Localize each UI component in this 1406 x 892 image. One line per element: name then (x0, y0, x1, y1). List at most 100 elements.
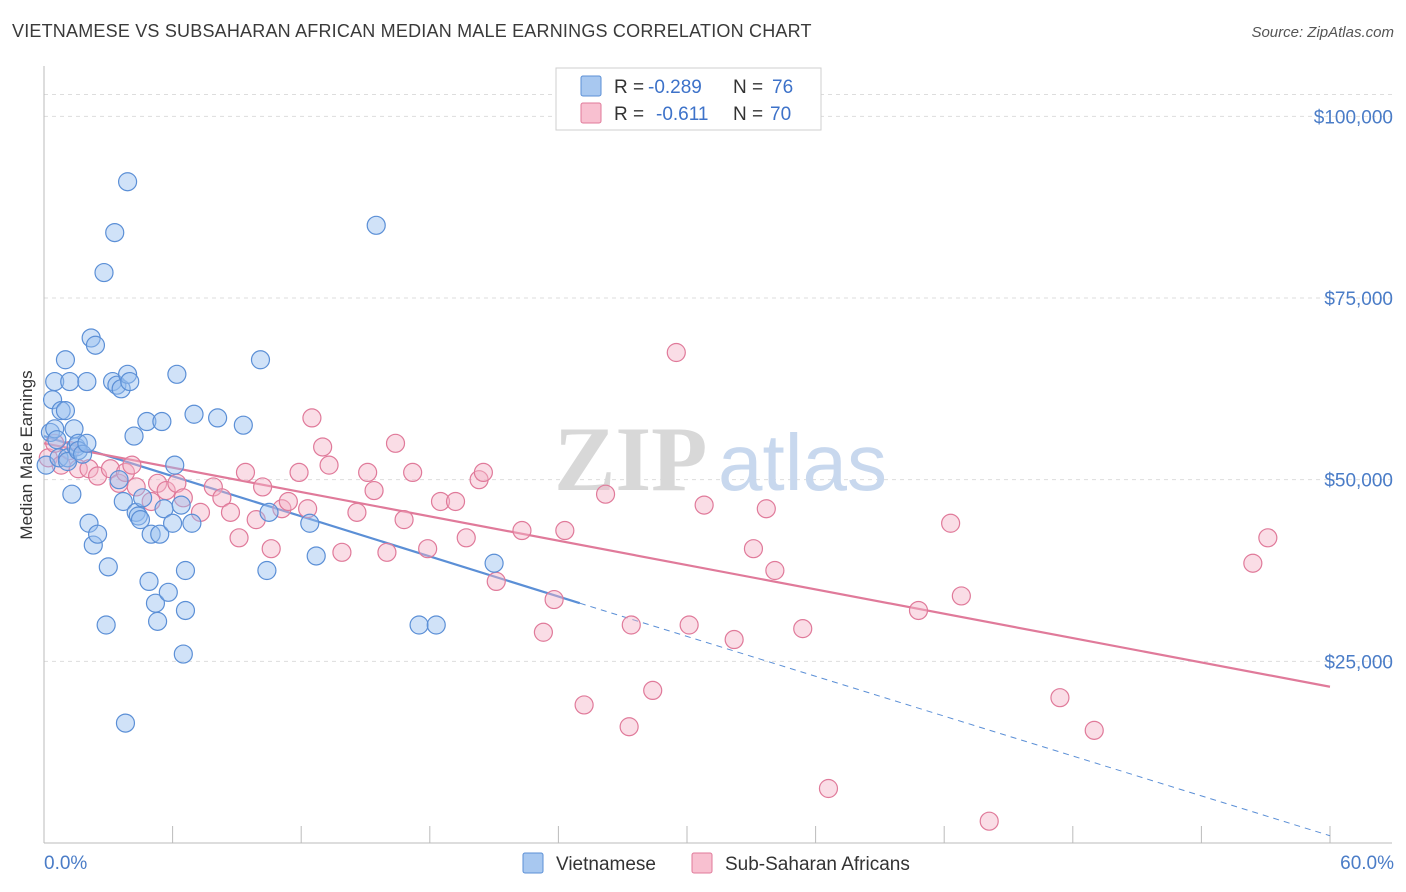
data-point (124, 426, 144, 446)
data-point (62, 484, 82, 504)
series-legend-swatch-subsaharan (691, 852, 713, 874)
data-point (45, 371, 65, 392)
data-point (313, 437, 333, 457)
data-point (358, 462, 378, 482)
data-point (132, 488, 153, 508)
data-point (158, 582, 178, 602)
grid-lines (44, 94, 1392, 662)
legend-r-label-1: R = (614, 77, 644, 98)
data-point (117, 364, 138, 384)
data-point (418, 539, 438, 559)
data-point (473, 462, 493, 482)
legend-n-label-1: N = (733, 77, 763, 98)
legend-n-value-2: 70 (770, 104, 791, 125)
data-point (1050, 688, 1070, 708)
data-point (1243, 553, 1263, 573)
series-legend-label-vietnamese: Vietnamese (556, 854, 656, 875)
data-point (152, 411, 172, 432)
data-point (126, 477, 146, 497)
trend-lines (43, 435, 1331, 837)
series-legend-swatch-vietnamese (522, 852, 544, 874)
data-point (394, 510, 414, 530)
data-point (77, 433, 97, 453)
data-point (272, 499, 292, 519)
data-point (300, 513, 320, 533)
source-label: Source: ZipAtlas.com (1251, 24, 1394, 41)
data-point (167, 364, 187, 384)
data-point (278, 491, 298, 512)
data-point (430, 491, 451, 512)
axes (43, 66, 1392, 844)
data-point (109, 470, 129, 490)
data-point (130, 510, 151, 530)
data-point (208, 408, 228, 428)
y-tick-label: $100,000 (1314, 107, 1393, 128)
legend-r-value-2: -0.611 (656, 104, 708, 125)
data-point (347, 502, 367, 522)
y-tick-label: $50,000 (1324, 471, 1393, 492)
watermark: ZIP atlas (554, 408, 887, 510)
x-tick-min: 0.0% (44, 853, 87, 874)
data-point (289, 462, 309, 482)
data-point (756, 499, 776, 519)
x-tick-max: 60.0% (1340, 853, 1394, 874)
data-point (512, 520, 532, 541)
data-point (98, 557, 118, 577)
data-point (298, 499, 318, 519)
data-point (253, 477, 273, 497)
data-point (765, 560, 785, 581)
data-point (83, 535, 103, 555)
data-point (1084, 720, 1104, 740)
data-point (456, 528, 476, 548)
data-point (1258, 528, 1278, 548)
data-point (306, 546, 326, 566)
data-point (302, 408, 322, 428)
data-point (105, 223, 125, 243)
watermark-zip: ZIP (554, 408, 707, 510)
data-point (233, 415, 253, 435)
data-point (150, 524, 170, 544)
legend-swatch-subsaharan (580, 102, 602, 124)
data-point (793, 619, 813, 639)
data-point (85, 335, 106, 355)
series-legend-label-subsaharan: Sub-Saharan Africans (725, 854, 910, 875)
data-point (115, 713, 136, 733)
data-point (743, 539, 764, 559)
data-point (173, 644, 193, 664)
data-point (555, 520, 575, 541)
data-point (175, 600, 196, 621)
data-point (96, 615, 116, 635)
data-point (117, 172, 138, 192)
data-point (60, 371, 80, 392)
data-point (120, 371, 140, 392)
y-tick-label: $75,000 (1324, 289, 1393, 310)
trend-line-1 (43, 442, 1331, 688)
data-point (77, 371, 97, 392)
y-tick-label: $25,000 (1324, 652, 1393, 673)
chart-title: VIETNAMESE VS SUBSAHARAN AFRICAN MEDIAN … (12, 21, 812, 41)
data-point (643, 680, 663, 701)
legend-n-value-1: 76 (772, 77, 793, 98)
data-point (377, 542, 397, 562)
data-point (47, 430, 67, 450)
data-point (184, 404, 204, 424)
data-point (818, 778, 839, 799)
data-point (163, 513, 183, 533)
data-point (445, 491, 466, 512)
data-point (319, 455, 339, 475)
data-point (229, 528, 249, 548)
legend-r-label-2: R = (614, 104, 644, 125)
data-point (724, 629, 744, 650)
data-point (72, 444, 93, 464)
data-point (261, 539, 281, 559)
data-point (403, 462, 423, 482)
data-point (574, 695, 594, 715)
data-point (666, 342, 686, 363)
data-point (250, 350, 271, 370)
data-point (621, 615, 641, 635)
watermark-atlas: atlas (718, 418, 887, 507)
data-point (941, 513, 961, 533)
y-axis-label: Median Male Earnings (17, 370, 36, 539)
series-legend: Vietnamese Sub-Saharan Africans (522, 852, 910, 875)
